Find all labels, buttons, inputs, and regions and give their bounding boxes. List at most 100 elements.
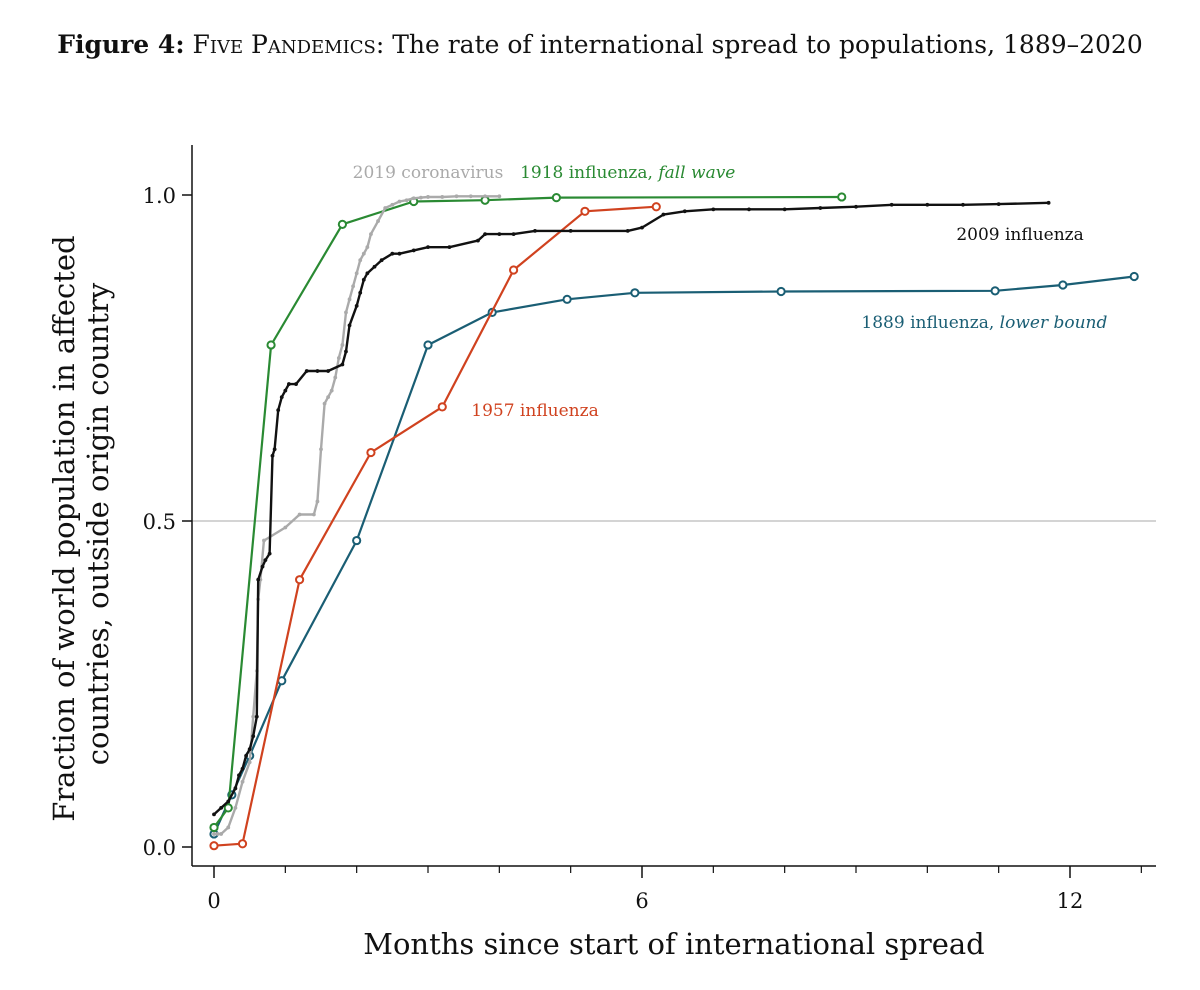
data-point-2009-influenza bbox=[925, 202, 930, 207]
data-point-2019-coronavirus bbox=[329, 388, 334, 393]
data-point-2019-coronavirus bbox=[297, 512, 302, 517]
series-2009-influenza bbox=[212, 200, 1051, 817]
figure-label: Figure 4: bbox=[57, 30, 185, 59]
data-point-1889-influenza bbox=[1058, 280, 1068, 290]
data-point-2019-coronavirus bbox=[311, 512, 316, 517]
data-point-2009-influenza bbox=[854, 204, 858, 209]
data-point-1889-influenza bbox=[990, 286, 1000, 296]
data-point-2019-coronavirus bbox=[365, 245, 370, 250]
data-point-2019-coronavirus bbox=[468, 194, 473, 199]
data-point-1889-influenza bbox=[562, 294, 572, 304]
y-tick-label: 1.0 bbox=[143, 184, 176, 208]
data-point-2019-coronavirus bbox=[390, 202, 395, 207]
y-axis-label-line-1: Fraction of world population in affected bbox=[47, 235, 81, 821]
y-axis-label-line-2: countries, outside origin country bbox=[81, 282, 115, 765]
figure-title-smallcaps: Five Pandemics bbox=[192, 30, 376, 59]
data-point-2009-influenza bbox=[247, 747, 252, 752]
data-point-1957-influenza bbox=[295, 575, 305, 585]
data-point-2009-influenza bbox=[263, 558, 268, 563]
data-point-2009-influenza bbox=[682, 209, 687, 214]
data-point-2009-influenza bbox=[347, 323, 352, 328]
series-label-2019-coronavirus: 2019 coronavirus bbox=[353, 163, 504, 183]
data-point-2009-influenza bbox=[711, 207, 716, 212]
x-tick-label: 6 bbox=[635, 889, 648, 913]
series-label-1918-influenza: 1918 influenza, fall wave bbox=[520, 163, 735, 183]
data-point-2009-influenza bbox=[340, 362, 345, 367]
data-point-2019-coronavirus bbox=[418, 195, 423, 200]
data-point-2009-influenza bbox=[251, 734, 256, 739]
data-point-2009-influenza bbox=[270, 453, 275, 458]
data-point-2009-influenza bbox=[782, 207, 787, 212]
series-line-2009-influenza bbox=[213, 201, 1049, 816]
data-point-1918-influenza bbox=[209, 822, 219, 833]
data-point-2009-influenza bbox=[226, 799, 231, 804]
series-label-2009-influenza: 2009 influenza bbox=[956, 225, 1083, 245]
data-point-2009-influenza bbox=[1046, 200, 1051, 205]
x-tick-label: 12 bbox=[1057, 889, 1084, 913]
data-point-2009-influenza bbox=[354, 303, 359, 308]
data-point-2019-coronavirus bbox=[347, 297, 352, 302]
data-point-1889-influenza bbox=[630, 288, 640, 298]
data-point-1918-influenza bbox=[223, 803, 233, 813]
data-point-2009-influenza bbox=[219, 805, 224, 810]
data-point-2009-influenza bbox=[411, 248, 416, 253]
data-point-2009-influenza bbox=[260, 564, 265, 569]
data-point-2009-influenza bbox=[256, 577, 261, 582]
data-point-2019-coronavirus bbox=[404, 198, 409, 203]
data-point-1957-influenza bbox=[437, 402, 447, 412]
data-point-1889-influenza bbox=[423, 340, 433, 350]
data-point-2009-influenza bbox=[244, 753, 249, 758]
data-point-2019-coronavirus bbox=[497, 194, 502, 199]
data-point-2019-coronavirus bbox=[411, 196, 416, 201]
data-point-2019-coronavirus bbox=[333, 375, 338, 380]
data-point-2019-coronavirus bbox=[262, 538, 266, 543]
series-label-text: 1957 influenza bbox=[471, 401, 598, 421]
data-point-1957-influenza bbox=[209, 841, 219, 851]
data-point-2019-coronavirus bbox=[361, 251, 366, 256]
data-point-2009-influenza bbox=[267, 551, 272, 556]
data-point-2019-coronavirus bbox=[376, 219, 380, 223]
data-point-2019-coronavirus bbox=[212, 832, 216, 836]
series-label-text: 1889 influenza, bbox=[861, 313, 999, 333]
data-point-2009-influenza bbox=[961, 202, 965, 207]
data-point-2019-coronavirus bbox=[226, 825, 231, 830]
ticks: 0 6 12 0.0 0.5 1.0 bbox=[143, 184, 1142, 913]
data-point-1889-influenza bbox=[1129, 271, 1139, 282]
axes bbox=[191, 145, 1156, 867]
data-point-2009-influenza bbox=[511, 232, 516, 237]
series-2019-coronavirus bbox=[212, 194, 502, 836]
data-point-2019-coronavirus bbox=[336, 356, 341, 360]
series-label-italic: lower bound bbox=[1000, 313, 1108, 333]
data-point-2019-coronavirus bbox=[315, 499, 320, 504]
data-point-2009-influenza bbox=[568, 228, 573, 233]
data-point-2009-influenza bbox=[254, 714, 259, 719]
data-point-2019-coronavirus bbox=[219, 832, 224, 836]
data-point-2009-influenza bbox=[661, 212, 666, 217]
data-point-2009-influenza bbox=[447, 245, 452, 250]
data-point-2009-influenza bbox=[233, 786, 238, 791]
data-point-2009-influenza bbox=[483, 232, 487, 237]
data-point-2019-coronavirus bbox=[247, 760, 252, 765]
data-point-2009-influenza bbox=[476, 238, 480, 243]
y-tick-label: 0.0 bbox=[143, 836, 176, 860]
data-point-1957-influenza bbox=[508, 265, 519, 275]
x-tick-label: 0 bbox=[207, 889, 220, 913]
figure-title: Figure 4: Five Pandemics: The rate of in… bbox=[0, 30, 1200, 59]
series-labels: 1889 influenza, lower bound 1918 influenz… bbox=[353, 163, 1108, 421]
data-point-2019-coronavirus bbox=[483, 194, 487, 199]
series-label-text: 2019 coronavirus bbox=[353, 163, 504, 183]
data-point-1889-influenza bbox=[352, 535, 362, 546]
series-lines bbox=[209, 192, 1139, 851]
data-point-2009-influenza bbox=[344, 349, 348, 354]
data-point-2009-influenza bbox=[315, 369, 320, 373]
series-1889-influenza bbox=[209, 271, 1139, 839]
series-label-1957-influenza: 1957 influenza bbox=[471, 401, 598, 421]
data-point-2019-coronavirus bbox=[233, 805, 238, 810]
data-point-2009-influenza bbox=[365, 271, 370, 276]
data-point-2009-influenza bbox=[326, 369, 331, 373]
data-point-2019-coronavirus bbox=[454, 194, 459, 199]
x-axis-label: Months since start of international spre… bbox=[363, 927, 984, 961]
y-tick-label: 0.5 bbox=[143, 510, 176, 534]
series-line-1957-influenza bbox=[213, 205, 657, 847]
